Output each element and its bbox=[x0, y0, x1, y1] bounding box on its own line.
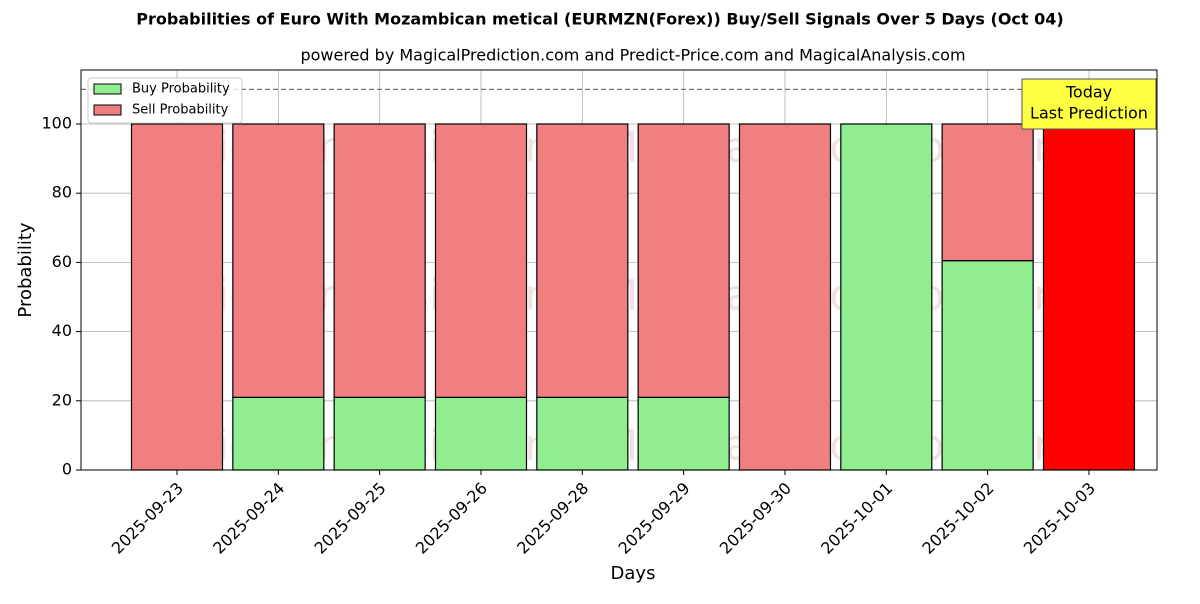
bar-segment bbox=[840, 123, 933, 471]
legend-label: Sell Probability bbox=[132, 103, 229, 118]
x-tick-label: 2025-10-03 bbox=[1020, 479, 1099, 558]
x-tick-label: 2025-10-01 bbox=[817, 479, 896, 558]
bar-segment bbox=[941, 260, 1034, 471]
bar-segment bbox=[536, 396, 629, 471]
plot-frame bbox=[80, 69, 1158, 471]
bar-segment bbox=[434, 396, 528, 471]
x-tick-label: 2025-09-23 bbox=[108, 479, 187, 558]
annotation-box bbox=[1021, 78, 1157, 130]
bar-segment bbox=[333, 396, 426, 471]
bar-segment bbox=[1042, 123, 1136, 471]
chart-title: Probabilities of Euro With Mozambican me… bbox=[136, 10, 1063, 29]
legend-box bbox=[87, 77, 243, 124]
bar-segment bbox=[941, 123, 1034, 262]
bar-segment bbox=[637, 396, 730, 471]
y-tick-label: 40 bbox=[52, 321, 72, 340]
x-tick-label: 2025-09-28 bbox=[513, 479, 592, 558]
bar-segment bbox=[536, 123, 629, 398]
bar-segment bbox=[333, 123, 426, 398]
bar-segment bbox=[232, 123, 325, 398]
y-tick-label: 20 bbox=[52, 390, 72, 409]
y-tick-label: 0 bbox=[62, 460, 72, 479]
x-tick-label: 2025-09-26 bbox=[412, 479, 491, 558]
y-axis-label: Probability bbox=[15, 222, 36, 317]
annotation-text: Last Prediction bbox=[1030, 104, 1148, 123]
legend-label: Buy Probability bbox=[132, 82, 230, 97]
bar-segment bbox=[130, 123, 224, 471]
legend-swatch bbox=[93, 104, 122, 116]
x-tick-label: 2025-09-30 bbox=[716, 479, 795, 558]
chart-subtitle: powered by MagicalPrediction.com and Pre… bbox=[300, 46, 965, 65]
bar-segment bbox=[232, 396, 325, 471]
x-tick-label: 2025-09-29 bbox=[614, 479, 693, 558]
y-tick-label: 100 bbox=[41, 113, 72, 132]
annotation-text: Today bbox=[1065, 83, 1112, 102]
y-tick-label: 80 bbox=[52, 183, 72, 202]
x-tick-label: 2025-09-25 bbox=[310, 479, 389, 558]
x-tick-label: 2025-09-24 bbox=[209, 479, 288, 558]
legend-swatch bbox=[93, 83, 122, 95]
bar-segment bbox=[738, 123, 832, 471]
x-axis-label: Days bbox=[611, 563, 656, 584]
y-tick-label: 60 bbox=[52, 252, 72, 271]
x-tick-label: 2025-10-02 bbox=[918, 479, 997, 558]
bar-segment bbox=[637, 123, 730, 398]
bar-segment bbox=[434, 123, 528, 398]
